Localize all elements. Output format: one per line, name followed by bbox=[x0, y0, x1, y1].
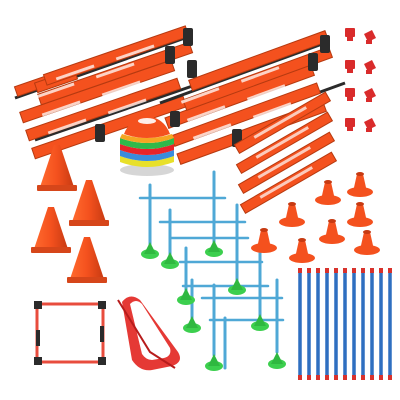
agility-square bbox=[34, 301, 106, 365]
adjustable-hurdles bbox=[138, 170, 286, 371]
traffic-cones bbox=[31, 145, 109, 283]
resistance-band bbox=[117, 296, 180, 371]
wall-clips bbox=[345, 28, 376, 132]
agility-ladder bbox=[13, 25, 211, 160]
disc-cone-stack bbox=[120, 116, 174, 176]
agility-sticks bbox=[298, 268, 392, 380]
hurdle-base-cones bbox=[251, 172, 380, 263]
flat-marker-strips bbox=[233, 91, 338, 215]
